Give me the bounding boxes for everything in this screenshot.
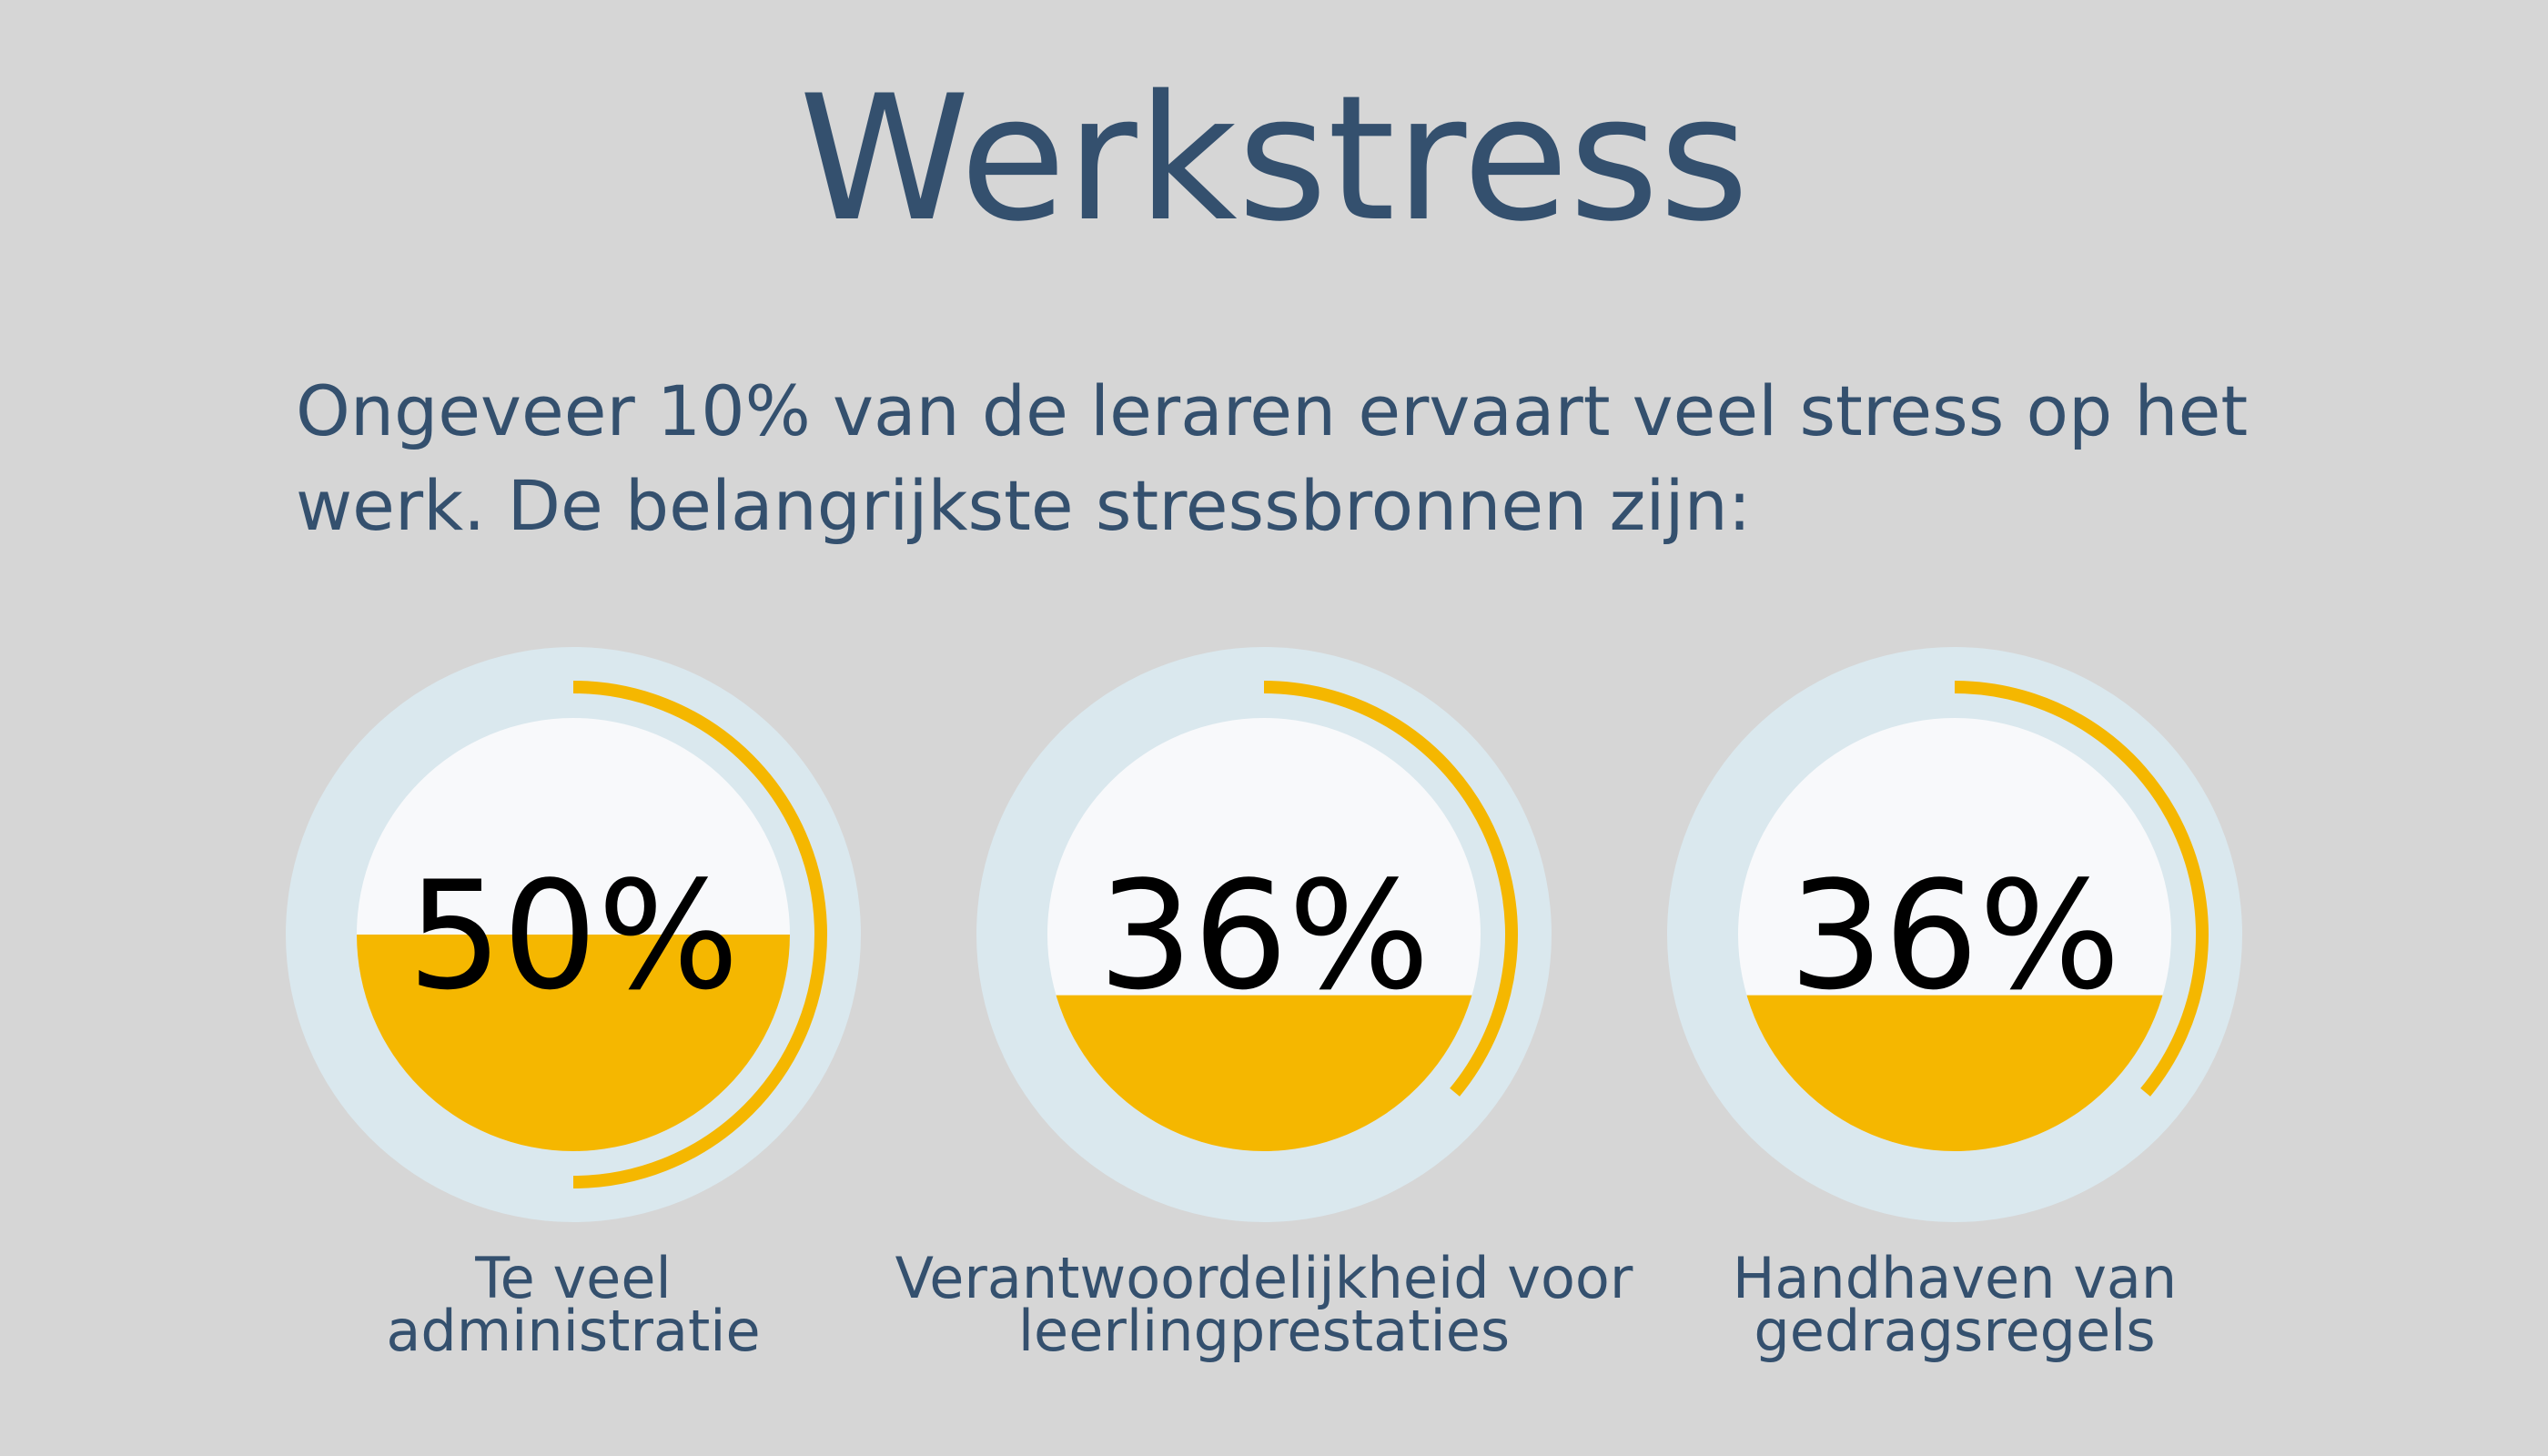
value-label: 36% [1098, 849, 1431, 1023]
gauge-arc [1263, 681, 1518, 1097]
category-label: Verantwoordelijkheid voor leerlingpresta… [895, 1245, 1633, 1364]
subtitle: Ongeveer 10% van de leraren ervaart veel… [296, 370, 2249, 546]
gauge-arc [572, 681, 827, 1188]
gauge-arc [1954, 681, 2209, 1097]
value-label: 50% [408, 849, 740, 1023]
title: Werkstress [798, 58, 1750, 259]
category-label: Te veel administratie [386, 1245, 761, 1364]
category-label: Handhaven van gedragsregels [1732, 1245, 2178, 1364]
value-label: 36% [1789, 849, 2121, 1023]
